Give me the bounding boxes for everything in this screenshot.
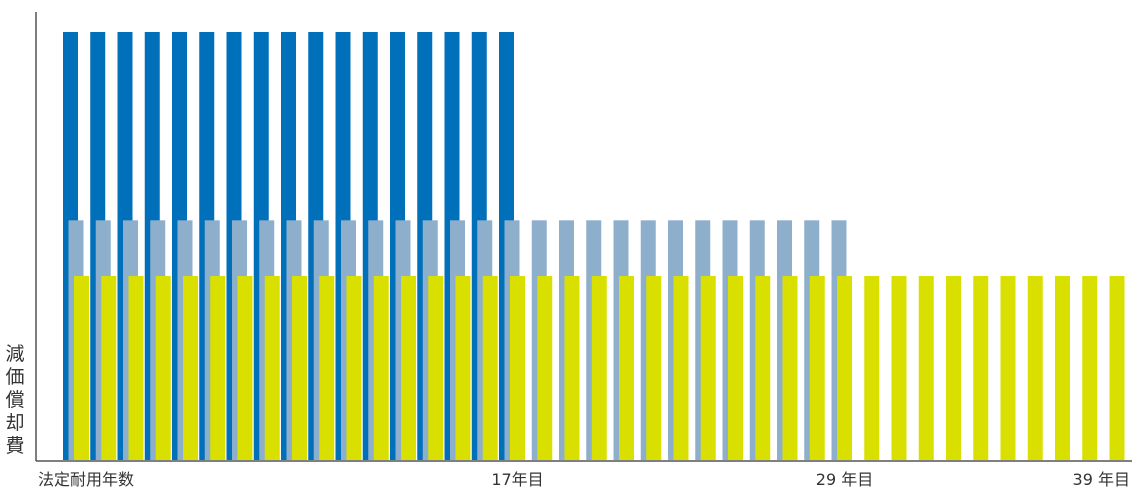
bar-series3-year-24: [700, 275, 716, 460]
x-tick-label-1: 法定耐用年数: [38, 470, 134, 489]
bar-series3-year-1: [74, 275, 89, 460]
bar-series3-year-29: [837, 275, 852, 460]
bar-series3-year-36: [1027, 275, 1043, 460]
bar-series3-year-30: [864, 275, 880, 460]
x-tick-label-2: 17年目: [491, 470, 543, 489]
bar-series3-year-6: [210, 275, 226, 460]
bar-series3-year-12: [373, 275, 389, 460]
bar-series3-year-5: [183, 275, 198, 460]
bar-series3-year-23: [673, 275, 689, 460]
bar-series3-year-19: [564, 275, 580, 460]
bar-series3-year-2: [101, 275, 117, 460]
bar-series3-year-10: [319, 275, 335, 460]
bar-series3-year-8: [264, 275, 280, 460]
x-tick-label-4: 39 年目: [1073, 470, 1130, 489]
bar-series3-year-17: [510, 275, 525, 460]
bar-series3-year-32: [918, 275, 934, 460]
bars-layer: [63, 32, 1125, 460]
bar-series3-year-4: [155, 275, 171, 460]
bar-series3-year-31: [891, 275, 907, 460]
x-tick-label-3: 29 年目: [816, 470, 873, 489]
bar-series3-year-18: [537, 275, 553, 460]
bar-series3-year-9: [292, 275, 307, 460]
bar-series3-year-27: [782, 275, 798, 460]
bar-series3-year-28: [809, 275, 825, 460]
bar-series3-year-39: [1109, 275, 1125, 460]
bar-series3-year-15: [455, 275, 471, 460]
bar-series3-year-37: [1055, 275, 1070, 460]
bar-series3-year-16: [482, 275, 498, 460]
bar-series3-year-22: [646, 275, 662, 460]
bar-series3-year-20: [591, 275, 607, 460]
bar-series3-year-3: [128, 275, 144, 460]
bar-series3-year-13: [401, 275, 416, 460]
bar-series3-year-35: [1000, 275, 1016, 460]
y-axis-label: 減価償却費: [5, 343, 25, 457]
bar-series3-year-26: [755, 275, 771, 460]
bar-series3-year-33: [946, 275, 961, 460]
bar-series3-year-25: [728, 275, 743, 460]
bar-series3-year-34: [973, 275, 989, 460]
x-tick-labels: 法定耐用年数 17年目 29 年目 39 年目: [38, 470, 1130, 489]
bar-series3-year-21: [619, 275, 634, 460]
bar-series3-year-38: [1082, 275, 1098, 460]
bar-series3-year-14: [428, 275, 444, 460]
bar-series3-year-11: [346, 275, 362, 460]
bar-series3-year-7: [237, 275, 253, 460]
